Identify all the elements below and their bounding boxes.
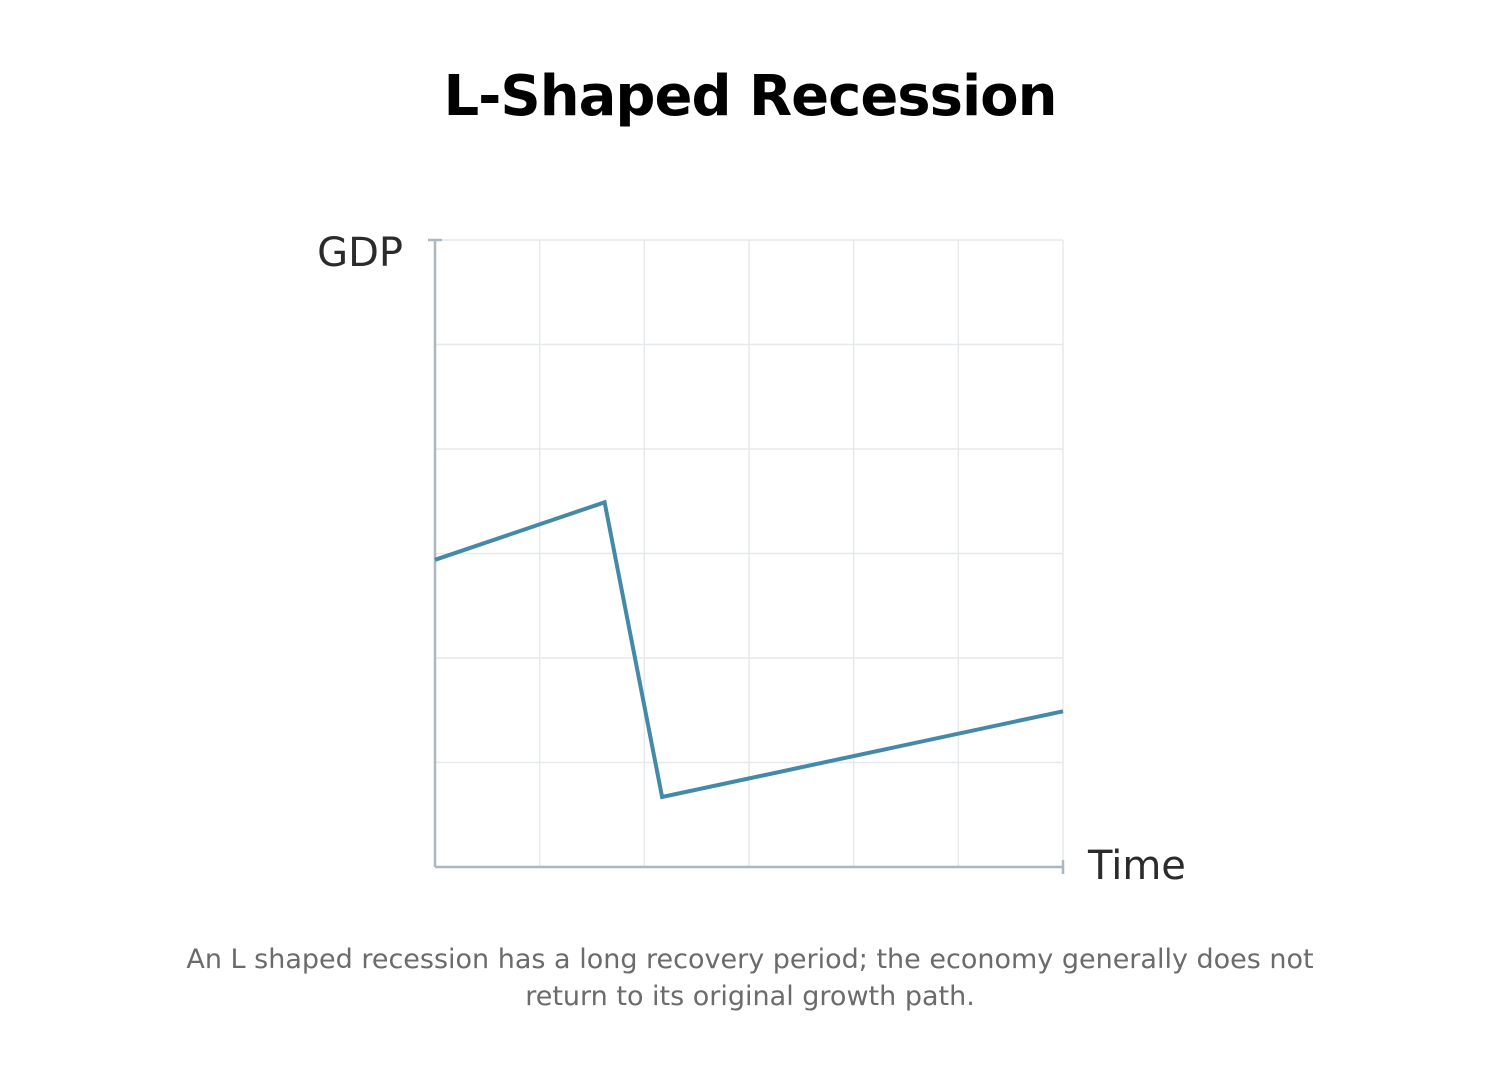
chart-grid	[435, 239, 1064, 867]
series-line	[434, 499, 1064, 800]
chart-caption: An L shaped recession has a long recover…	[186, 944, 1314, 1012]
y-axis-label: GDP	[317, 230, 403, 276]
chart-series	[434, 499, 1064, 800]
chart-title: L-Shaped Recession	[443, 64, 1057, 129]
x-axis-label: Time	[1087, 843, 1186, 889]
chart-axes	[428, 238, 1065, 874]
